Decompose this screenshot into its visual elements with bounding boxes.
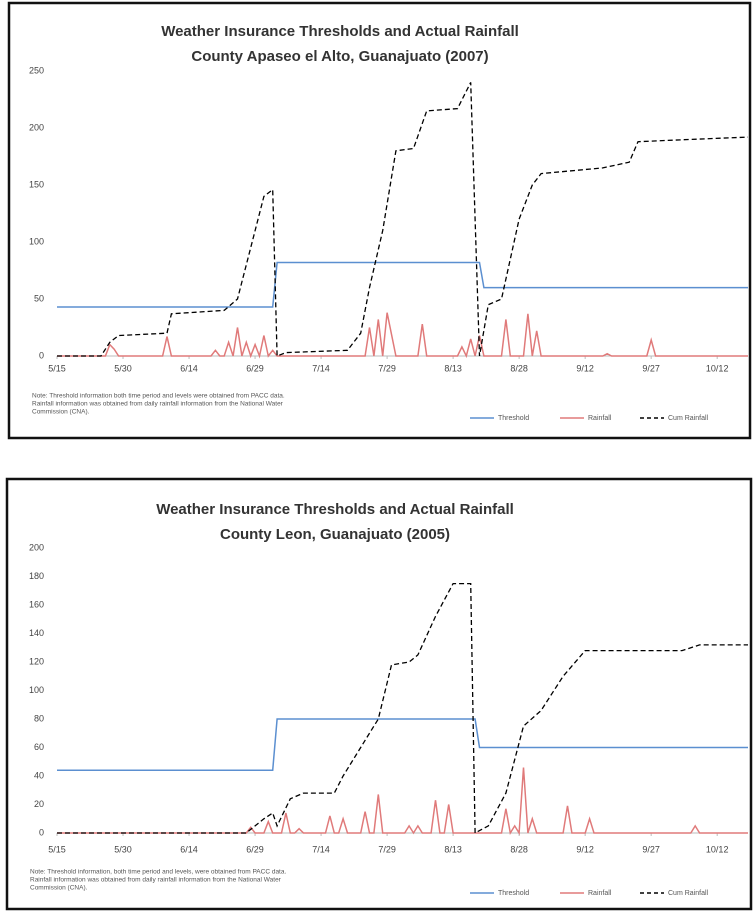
note: Note: Threshold information, both time p… — [30, 869, 286, 876]
x-tick-label: 7/14 — [312, 363, 330, 373]
y-tick-label: 0 — [39, 350, 44, 360]
y-tick-label: 250 — [29, 65, 44, 75]
y-tick-label: 80 — [34, 713, 44, 723]
series-line — [57, 767, 748, 836]
x-tick-label: 5/15 — [48, 844, 66, 854]
x-tick-label: 6/14 — [180, 363, 198, 373]
x-tick-label: 6/29 — [246, 844, 264, 854]
note: Rainfall information was obtained from d… — [32, 401, 284, 408]
x-tick-label: 8/13 — [444, 844, 462, 854]
x-tick-label: 6/29 — [246, 363, 264, 373]
x-tick-label: 9/12 — [576, 363, 594, 373]
chart-subtitle: County Leon, Guanajuato (2005) — [220, 526, 450, 543]
y-tick-label: 180 — [29, 571, 44, 581]
x-tick-label: 8/28 — [510, 363, 528, 373]
x-tick-label: 8/13 — [444, 363, 462, 373]
y-tick-label: 20 — [34, 799, 44, 809]
x-tick-label: 10/12 — [706, 844, 729, 854]
note: Note: Threshold information both time pe… — [32, 393, 285, 400]
y-tick-label: 60 — [34, 742, 44, 752]
x-tick-label: 9/27 — [642, 844, 660, 854]
y-tick-label: 120 — [29, 656, 44, 666]
series-line — [57, 312, 748, 359]
x-tick-label: 8/28 — [510, 844, 528, 854]
x-tick-label: 6/14 — [180, 844, 198, 854]
y-tick-label: 100 — [29, 236, 44, 246]
x-tick-label: 5/15 — [48, 363, 66, 373]
chart-frame — [5, 477, 753, 911]
legend-label: Rainfall — [588, 890, 612, 897]
note: Rainfall information was obtained from d… — [30, 877, 282, 884]
y-tick-label: 50 — [34, 293, 44, 303]
x-tick-label: 5/30 — [114, 363, 132, 373]
legend-label: Threshold — [498, 415, 529, 422]
note: Commission (CNA). — [30, 885, 88, 892]
x-tick-label: 7/14 — [312, 844, 330, 854]
note: Commission (CNA). — [32, 409, 90, 416]
chart-frame — [7, 1, 752, 440]
y-tick-label: 0 — [39, 827, 44, 837]
y-tick-label: 160 — [29, 599, 44, 609]
x-tick-label: 7/29 — [378, 844, 396, 854]
series-line — [57, 82, 749, 357]
legend-label: Cum Rainfall — [668, 890, 709, 897]
x-tick-label: 5/30 — [114, 844, 132, 854]
x-tick-label: 10/12 — [706, 363, 729, 373]
y-tick-label: 200 — [29, 542, 44, 552]
series-line — [57, 718, 748, 772]
y-tick-label: 140 — [29, 628, 44, 638]
x-tick-label: 7/29 — [378, 363, 396, 373]
chart-subtitle: County Apaseo el Alto, Guanajuato (2007) — [191, 48, 488, 65]
legend-label: Rainfall — [588, 415, 612, 422]
x-tick-label: 9/12 — [576, 844, 594, 854]
chart-title: Weather Insurance Thresholds and Actual … — [161, 23, 519, 40]
y-tick-label: 200 — [29, 122, 44, 132]
y-tick-label: 100 — [29, 685, 44, 695]
legend-label: Cum Rainfall — [668, 415, 709, 422]
y-tick-label: 150 — [29, 179, 44, 189]
chart-title: Weather Insurance Thresholds and Actual … — [156, 501, 514, 518]
legend-label: Threshold — [498, 890, 529, 897]
series-line — [57, 582, 748, 835]
x-tick-label: 9/27 — [642, 363, 660, 373]
series-line — [57, 261, 748, 308]
y-tick-label: 40 — [34, 770, 44, 780]
